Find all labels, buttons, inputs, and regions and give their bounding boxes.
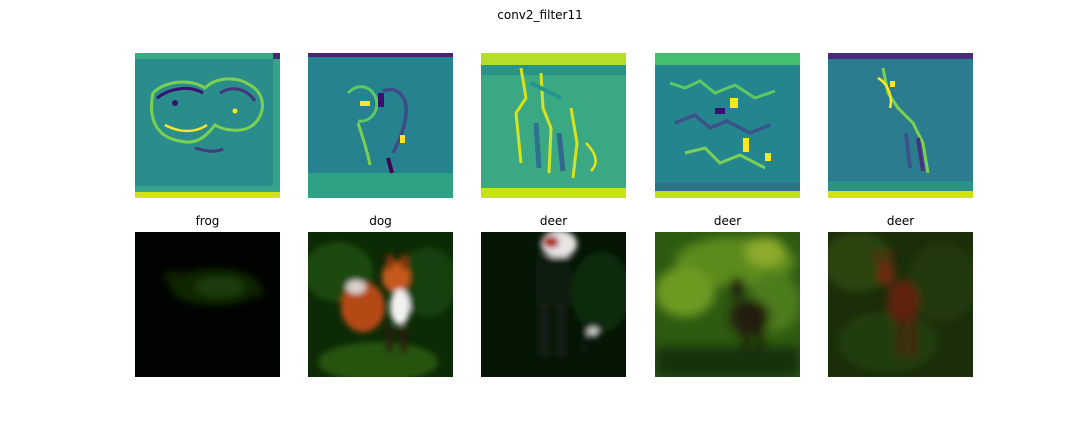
input-image-deer-3: [828, 232, 973, 377]
feature-map-4: [655, 53, 800, 198]
feature-map-1: [135, 53, 280, 198]
feature-map-5: [828, 53, 973, 198]
image-title-3: deer: [539, 214, 568, 228]
input-image-deer-2: [655, 232, 800, 377]
feature-map-3: [481, 53, 626, 198]
input-image-dog: [308, 232, 453, 377]
image-title-1: frog: [195, 214, 220, 228]
feature-map-2: [308, 53, 453, 198]
input-image-frog: [135, 232, 280, 377]
image-title-2: dog: [369, 214, 392, 228]
image-title-4: deer: [713, 214, 742, 228]
image-title-5: deer: [886, 214, 915, 228]
input-image-deer-1: [481, 232, 626, 377]
figure-title: conv2_filter11: [497, 8, 583, 22]
